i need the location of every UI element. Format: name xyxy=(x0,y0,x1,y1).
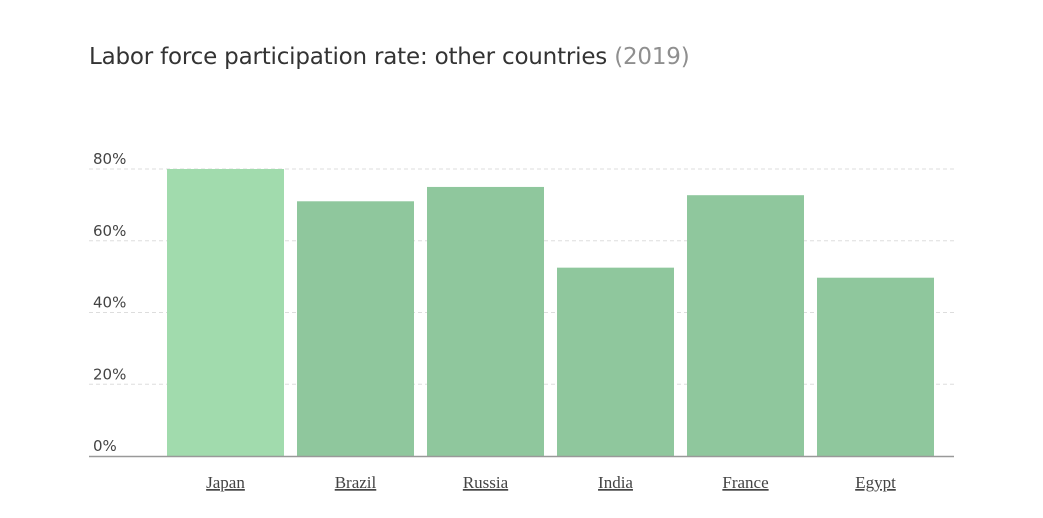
bar-france[interactable] xyxy=(687,195,804,456)
y-tick-label: 40% xyxy=(93,294,126,312)
chart-title: Labor force participation rate: other co… xyxy=(89,44,690,70)
x-label-japan[interactable]: Japan xyxy=(206,473,245,492)
bar-russia[interactable] xyxy=(427,186,544,456)
x-label-india[interactable]: India xyxy=(598,473,633,492)
chart-title-main: Labor force participation rate: other co… xyxy=(89,44,608,70)
y-axis-ticks: 0% 20% 40% 60% 80% xyxy=(93,150,126,455)
x-label-france[interactable]: France xyxy=(722,473,768,492)
y-tick-label: 60% xyxy=(93,222,126,240)
y-tick-label: 20% xyxy=(93,365,126,383)
bar-brazil[interactable] xyxy=(297,201,414,456)
chart-title-year: (2019) xyxy=(614,44,690,70)
bar-india[interactable] xyxy=(557,267,674,456)
y-tick-label: 0% xyxy=(93,437,117,455)
x-axis-labels: Japan Brazil Russia India France Egypt xyxy=(206,473,896,492)
x-label-russia[interactable]: Russia xyxy=(463,473,509,492)
bar-japan[interactable] xyxy=(167,169,284,456)
y-tick-label: 80% xyxy=(93,150,126,168)
bar-egypt[interactable] xyxy=(817,277,934,456)
bars xyxy=(167,169,934,456)
x-label-egypt[interactable]: Egypt xyxy=(855,473,896,492)
x-label-brazil[interactable]: Brazil xyxy=(335,473,377,492)
